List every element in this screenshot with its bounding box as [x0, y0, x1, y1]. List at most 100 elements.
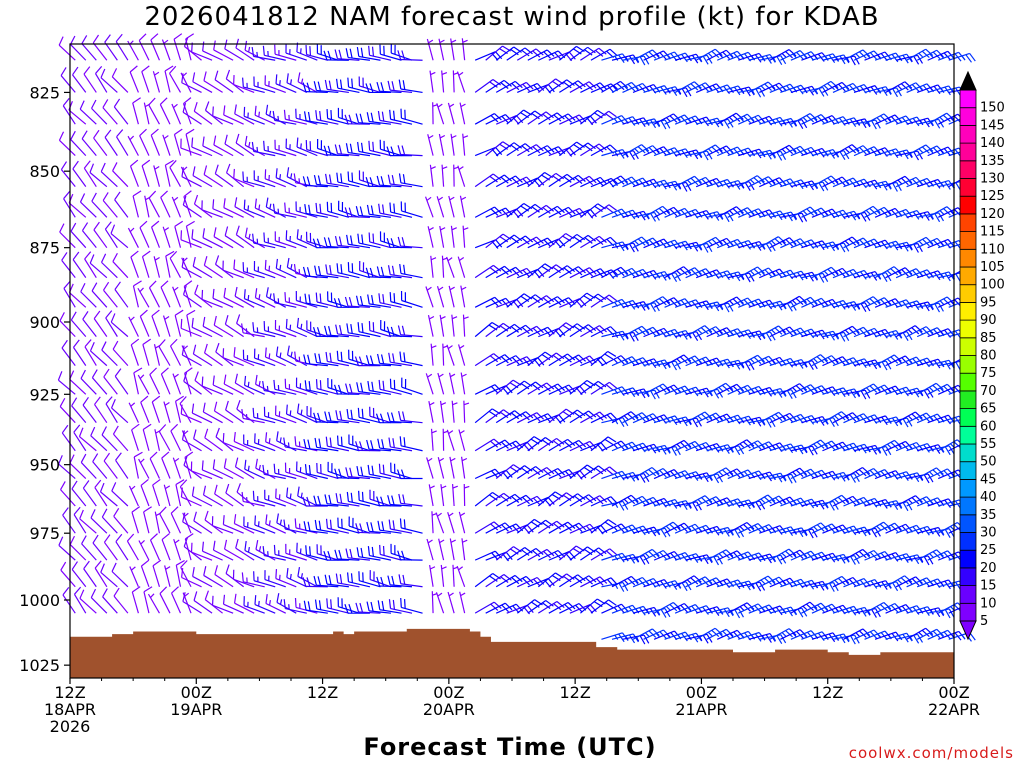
wind-barb: [214, 484, 234, 507]
wind-barb: [580, 235, 607, 249]
wind-barb: [131, 506, 141, 534]
wind-barb: [446, 256, 455, 278]
wind-barb: [430, 343, 437, 366]
wind-barb: [114, 281, 129, 308]
wind-barb: [212, 288, 234, 308]
wind-barb: [59, 223, 76, 249]
wind-barb: [685, 495, 713, 507]
wind-barb: [357, 407, 381, 424]
wind-barb: [91, 369, 108, 395]
wind-barb: [93, 129, 108, 156]
wind-barb: [225, 400, 244, 424]
credit-link[interactable]: coolwx.com/models: [848, 744, 1014, 762]
wind-barb: [611, 575, 639, 588]
wind-barb: [212, 375, 234, 395]
y-tick-label: 850: [29, 162, 60, 181]
wind-barb: [285, 318, 308, 338]
wind-barb: [580, 325, 607, 338]
wind-barb: [336, 435, 360, 452]
wind-barb: [316, 544, 339, 561]
wind-barb: [314, 353, 339, 367]
wind-barb: [335, 573, 360, 588]
wind-barb: [273, 463, 297, 480]
colorbar-swatch: [959, 213, 977, 232]
wind-barb: [559, 266, 586, 279]
wind-barb: [643, 296, 671, 308]
wind-barb: [191, 229, 213, 249]
wind-barb: [516, 294, 544, 308]
wind-barb: [344, 114, 370, 125]
wind-barb: [202, 316, 223, 338]
wind-barb: [173, 128, 183, 156]
wind-barb: [346, 234, 371, 249]
wind-barb: [235, 225, 255, 249]
wind-barb: [388, 437, 413, 452]
colorbar-label: 20: [980, 561, 997, 576]
wind-barb: [436, 285, 445, 308]
wind-barb: [548, 79, 575, 93]
wind-barb: [90, 588, 108, 614]
colorbar-swatch: [959, 107, 977, 126]
colorbar-swatch: [959, 160, 977, 179]
wind-barb: [253, 348, 276, 367]
wind-barb: [324, 574, 349, 588]
wind-barb: [451, 484, 458, 507]
wind-barb: [559, 493, 586, 507]
colorbar-label: 55: [980, 437, 997, 452]
wind-barb: [428, 484, 435, 507]
wind-barb: [313, 412, 339, 424]
wind-barb: [365, 177, 391, 188]
wind-barb: [72, 251, 87, 279]
wind-barb: [303, 600, 328, 614]
wind-barb: [706, 382, 734, 395]
wind-barb: [358, 490, 381, 507]
wind-barb: [283, 109, 307, 125]
wind-barb: [737, 354, 765, 367]
wind-barb: [104, 129, 118, 156]
wind-barb: [83, 66, 97, 93]
wind-barb: [244, 459, 265, 480]
wind-barb: [225, 483, 244, 507]
wind-barb: [537, 600, 565, 614]
wind-barb: [685, 411, 713, 424]
wind-barb: [169, 250, 182, 278]
wind-barb: [79, 193, 97, 218]
wind-barb: [153, 165, 161, 187]
wind-barb: [110, 313, 129, 338]
wind-barb: [201, 460, 223, 480]
wind-barb: [79, 589, 97, 614]
wind-barb: [516, 547, 544, 561]
wind-barb: [131, 586, 141, 614]
wind-barb: [359, 261, 381, 279]
wind-barb: [323, 145, 349, 157]
wind-barb: [366, 601, 392, 614]
wind-barb: [83, 560, 97, 588]
wind-barb: [163, 484, 171, 507]
wind-barb: [458, 429, 466, 451]
wind-barb: [336, 263, 360, 279]
wind-barb: [183, 372, 202, 395]
wind-barb: [590, 350, 617, 367]
wind-barb: [506, 324, 534, 338]
wind-barb: [233, 347, 255, 367]
wind-barb: [448, 285, 455, 308]
wind-barb: [182, 195, 202, 218]
wind-barb: [262, 546, 286, 561]
wind-barb: [397, 236, 423, 249]
colorbar-swatch: [959, 567, 977, 587]
wind-barb: [569, 494, 597, 507]
wind-barb: [80, 453, 97, 479]
wind-barb: [386, 238, 413, 249]
wind-barb: [112, 162, 129, 188]
colorbar-swatch: [959, 372, 977, 392]
wind-barb: [172, 373, 182, 395]
wind-barb: [348, 516, 371, 534]
wind-barb: [234, 373, 255, 395]
wind-barb: [296, 461, 318, 480]
wind-barb: [390, 462, 413, 480]
wind-barb: [601, 266, 629, 279]
wind-barb: [276, 431, 297, 452]
wind-barb: [474, 438, 502, 452]
wind-barb: [622, 144, 650, 157]
wind-barb: [126, 533, 139, 561]
